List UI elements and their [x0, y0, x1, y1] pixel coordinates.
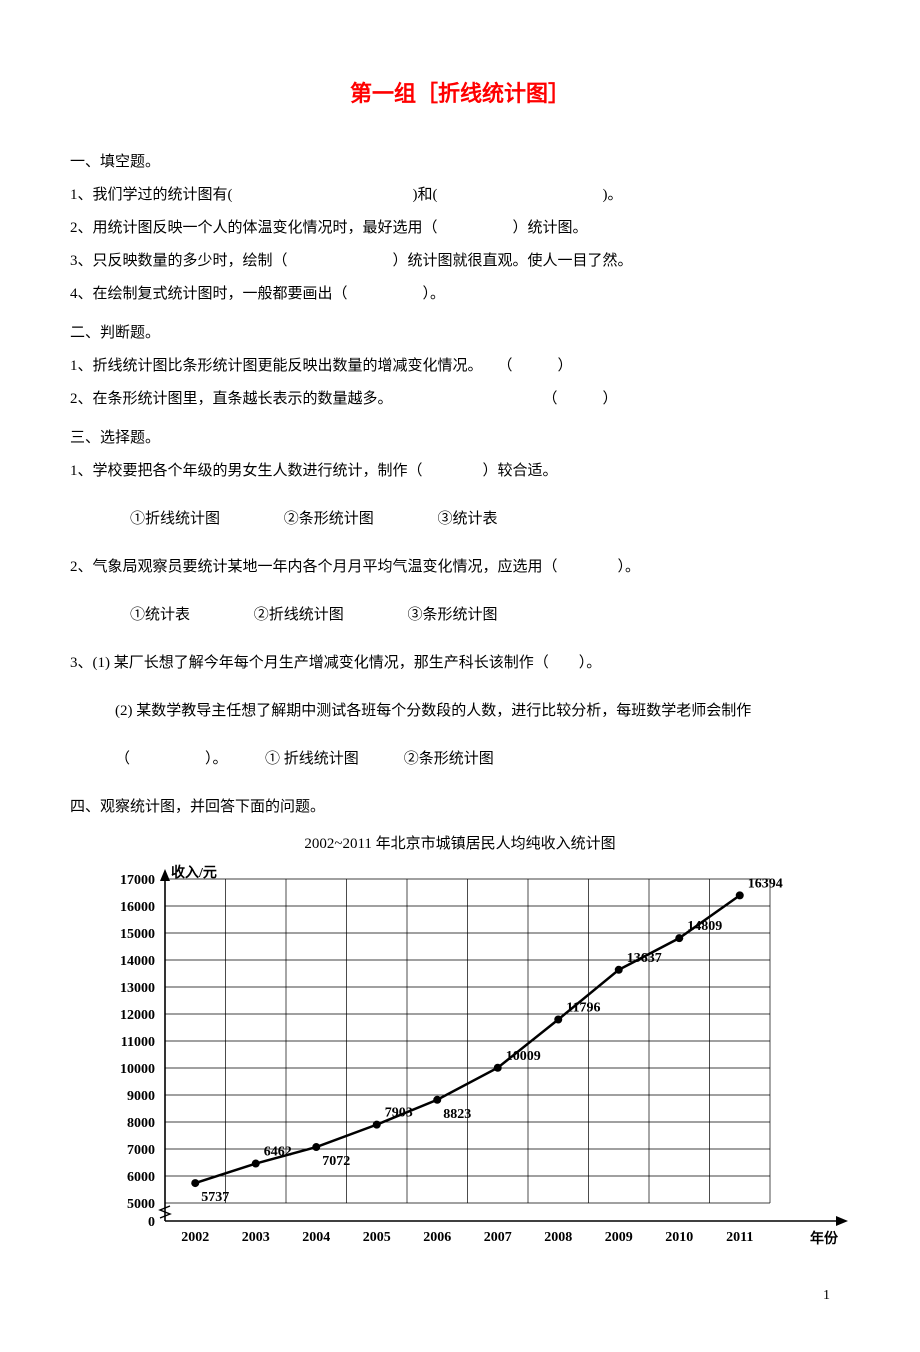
s1-q2: 2、用统计图反映一个人的体温变化情况时，最好选用（ ）统计图。 [70, 212, 850, 245]
line-chart: 0 5000 6000 7000 8000 9000 10000 11000 12000 1300… [80, 861, 860, 1261]
s3-q2-o1: ①统计表 [130, 599, 190, 632]
svg-text:13000: 13000 [120, 981, 155, 996]
svg-text:11000: 11000 [121, 1035, 155, 1050]
s2-q2: 2、在条形统计图里，直条越长表示的数量越多。 （ ） [70, 383, 850, 416]
svg-text:2009: 2009 [605, 1230, 633, 1245]
s3-q2-o2: ②折线统计图 [254, 599, 344, 632]
svg-text:12000: 12000 [120, 1008, 155, 1023]
section1-head: 一、填空题。 [70, 146, 850, 179]
s1-q4: 4、在绘制复式统计图时，一般都要画出（ ）。 [70, 278, 850, 311]
s1-q1: 1、我们学过的统计图有( )和( )。 [70, 179, 850, 212]
svg-text:13637: 13637 [627, 951, 662, 966]
svg-text:15000: 15000 [120, 927, 155, 942]
svg-text:2008: 2008 [544, 1230, 572, 1245]
svg-text:16394: 16394 [748, 877, 783, 892]
svg-text:10009: 10009 [506, 1049, 541, 1064]
svg-text:6462: 6462 [264, 1145, 292, 1160]
page-title: 第一组［折线统计图］ [70, 70, 850, 118]
svg-text:2006: 2006 [423, 1230, 451, 1245]
svg-text:5737: 5737 [201, 1190, 229, 1205]
section3-head: 三、选择题。 [70, 422, 850, 455]
s3-q2: 2、气象局观察员要统计某地一年内各个月月平均气温变化情况，应选用（ ）。 [70, 551, 850, 584]
s3-q2-o3: ③条形统计图 [408, 599, 498, 632]
svg-text:7000: 7000 [127, 1143, 155, 1158]
svg-text:8823: 8823 [443, 1107, 471, 1122]
svg-text:8000: 8000 [127, 1116, 155, 1131]
svg-text:9000: 9000 [127, 1089, 155, 1104]
svg-text:17000: 17000 [120, 873, 155, 888]
svg-text:2011: 2011 [726, 1230, 753, 1245]
svg-text:年份: 年份 [810, 1230, 839, 1247]
svg-text:14809: 14809 [687, 920, 722, 935]
svg-text:14000: 14000 [120, 954, 155, 969]
s3-q3b: (2) 某数学教导主任想了解期中测试各班每个分数段的人数，进行比较分析，每班数学… [70, 695, 850, 728]
svg-text:2002: 2002 [181, 1230, 209, 1245]
s3-q1-o3: ③统计表 [438, 503, 498, 536]
s2-q1: 1、折线统计图比条形统计图更能反映出数量的增减变化情况。 （ ） [70, 350, 850, 383]
section4-head: 四、观察统计图，并回答下面的问题。 [70, 791, 850, 824]
s3-q1-o2: ②条形统计图 [284, 503, 374, 536]
s3-q3a: 3、(1) 某厂长想了解今年每个月生产增减变化情况，那生产科长该制作（ ）。 [70, 647, 850, 680]
svg-text:16000: 16000 [120, 900, 155, 915]
chart-svg: 0 5000 6000 7000 8000 9000 10000 11000 12000 1300… [80, 861, 860, 1261]
svg-text:2007: 2007 [484, 1230, 512, 1245]
svg-text:0: 0 [148, 1215, 155, 1230]
svg-text:7072: 7072 [322, 1154, 350, 1169]
svg-text:收入/元: 收入/元 [171, 864, 217, 881]
svg-text:10000: 10000 [120, 1062, 155, 1077]
svg-text:5000: 5000 [127, 1197, 155, 1212]
svg-text:2005: 2005 [363, 1230, 391, 1245]
svg-text:2004: 2004 [302, 1230, 330, 1245]
svg-text:2010: 2010 [665, 1230, 693, 1245]
section2-head: 二、判断题。 [70, 317, 850, 350]
svg-text:6000: 6000 [127, 1170, 155, 1185]
svg-text:7903: 7903 [385, 1106, 413, 1121]
s3-q3b2: （ ）。 ① 折线统计图 ②条形统计图 [70, 743, 850, 776]
s3-q1-o1: ①折线统计图 [130, 503, 220, 536]
page-number: 1 [70, 1281, 850, 1312]
s1-q3: 3、只反映数量的多少时，绘制（ ）统计图就很直观。使人一目了然。 [70, 245, 850, 278]
s3-q1: 1、学校要把各个年级的男女生人数进行统计，制作（ ）较合适。 [70, 455, 850, 488]
s3-q1-opts: ①折线统计图 ②条形统计图 ③统计表 [70, 503, 850, 536]
svg-text:11796: 11796 [566, 1001, 600, 1016]
svg-text:2003: 2003 [242, 1230, 270, 1245]
chart-title: 2002~2011 年北京市城镇居民人均纯收入统计图 [70, 828, 850, 861]
s3-q2-opts: ①统计表 ②折线统计图 ③条形统计图 [70, 599, 850, 632]
